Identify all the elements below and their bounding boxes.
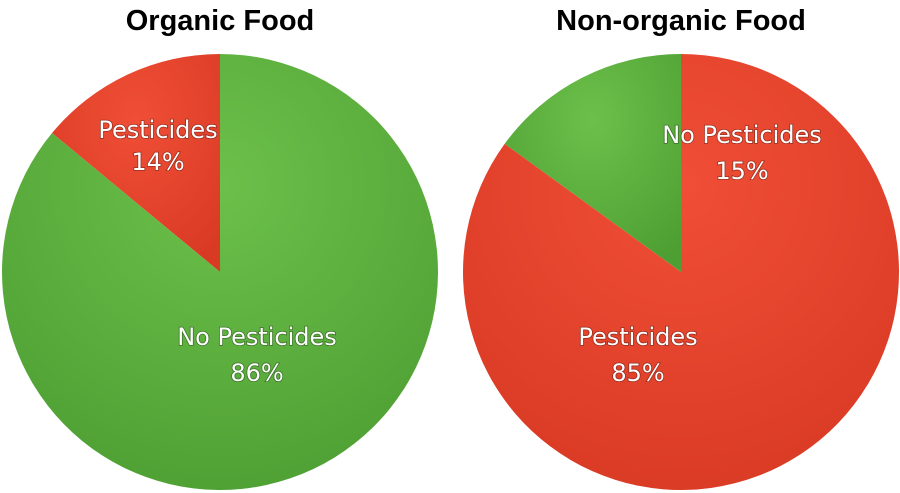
slice-label-non-organic-no-pesticides: No Pesticides	[662, 121, 822, 149]
pie-slice-no-pesticides	[1, 54, 438, 490]
pie-slice-no-pesticides	[504, 54, 681, 272]
slice-label-organic-no-pesticides: No Pesticides	[177, 323, 337, 351]
slice-value-organic-no-pesticides: 86%	[230, 359, 283, 387]
pie-organic	[1, 54, 438, 490]
pie-non-organic	[463, 54, 899, 490]
non-organic-food-chart: Non-organic Food No Pesticides 15% Pesti…	[463, 5, 899, 490]
pie-slice-pesticides	[463, 54, 899, 490]
slice-label-non-organic-pesticides: Pesticides	[578, 323, 697, 351]
chart-title-non-organic: Non-organic Food	[556, 5, 806, 37]
slice-label-organic-pesticides: Pesticides	[98, 116, 217, 144]
slice-value-non-organic-no-pesticides: 15%	[715, 157, 768, 185]
pie-slice-pesticides	[52, 54, 221, 272]
slice-value-organic-pesticides: 14%	[131, 148, 184, 176]
organic-food-chart: Organic Food Pesticides 14% No Pesticide…	[1, 5, 438, 490]
chart-title-organic: Organic Food	[126, 5, 315, 37]
slice-value-non-organic-pesticides: 85%	[611, 359, 664, 387]
